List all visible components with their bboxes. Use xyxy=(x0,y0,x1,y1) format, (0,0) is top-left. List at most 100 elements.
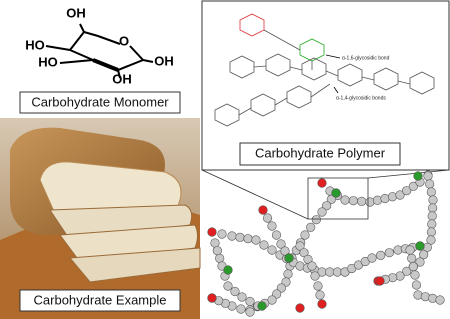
bead xyxy=(427,211,437,221)
bead xyxy=(223,265,233,275)
bead xyxy=(243,234,253,244)
bead xyxy=(411,280,422,290)
bead xyxy=(426,227,437,237)
bead xyxy=(426,187,436,197)
glucose-structure xyxy=(45,23,154,79)
atom-label: HO xyxy=(25,37,45,52)
bead xyxy=(322,201,332,211)
bead xyxy=(367,253,377,263)
polymer-label: Carbohydrate Polymer xyxy=(255,145,386,160)
bead xyxy=(212,246,222,256)
bead xyxy=(331,188,341,198)
bead xyxy=(419,250,429,260)
monomer-label: Carbohydrate Monomer xyxy=(31,94,169,109)
bead xyxy=(295,303,305,313)
bead xyxy=(426,235,436,245)
bead xyxy=(375,276,385,286)
annotation: α-1,4-glycosidic bonds xyxy=(336,95,386,101)
bead xyxy=(313,281,323,291)
bead xyxy=(217,229,227,239)
bead xyxy=(303,254,313,264)
bead xyxy=(299,248,309,258)
bead xyxy=(332,267,342,277)
bead xyxy=(428,203,438,213)
bead xyxy=(317,178,327,188)
bead xyxy=(410,270,420,280)
atom-label: O xyxy=(119,33,129,48)
atom-label: OH xyxy=(66,5,86,20)
bead xyxy=(295,241,305,251)
bead xyxy=(311,215,321,225)
annotation: α-1,6-glycosidic bond xyxy=(342,55,390,61)
atom-label: OH xyxy=(112,71,132,86)
bead xyxy=(395,190,405,200)
bead xyxy=(357,196,367,206)
bead xyxy=(348,196,358,206)
bead xyxy=(300,230,310,240)
bead xyxy=(372,195,383,205)
bead xyxy=(423,171,433,181)
bead xyxy=(267,245,277,255)
bead xyxy=(402,266,412,276)
bead xyxy=(207,293,217,303)
bead xyxy=(257,301,267,311)
bead xyxy=(405,245,415,255)
atom-label: OH xyxy=(154,53,174,68)
bread-photo xyxy=(0,118,201,319)
bead xyxy=(283,269,293,279)
bead xyxy=(306,222,316,232)
zoom-box xyxy=(307,177,369,220)
bead xyxy=(408,181,418,191)
bead xyxy=(215,253,225,263)
zoom-panel xyxy=(201,0,450,171)
polymer-structure xyxy=(214,13,435,127)
bead xyxy=(207,227,217,237)
bead xyxy=(227,231,237,241)
bead xyxy=(230,286,240,297)
bead xyxy=(407,253,417,263)
bead xyxy=(251,235,261,245)
bead xyxy=(415,257,425,267)
bead xyxy=(340,195,350,205)
bead xyxy=(267,221,277,231)
bead xyxy=(307,261,317,271)
polymer-beads xyxy=(207,170,445,317)
bead xyxy=(237,292,247,302)
bead xyxy=(380,193,390,204)
bead xyxy=(262,213,273,223)
bead xyxy=(387,192,398,202)
bead xyxy=(384,248,394,258)
bead xyxy=(428,195,438,205)
bead xyxy=(310,271,320,281)
bead xyxy=(271,230,282,240)
bead xyxy=(276,239,286,249)
bead xyxy=(245,296,255,307)
label-box xyxy=(239,142,401,166)
label-box xyxy=(19,289,181,312)
bead xyxy=(413,171,423,181)
example-label: Carbohydrate Example xyxy=(34,292,167,307)
bead xyxy=(435,295,445,305)
bead xyxy=(325,267,335,277)
bead xyxy=(284,253,294,263)
bead xyxy=(236,304,246,314)
bead xyxy=(315,290,325,300)
atom-label: HO xyxy=(38,54,58,69)
bead xyxy=(425,179,435,189)
bead xyxy=(280,246,290,256)
zoom-indicator xyxy=(201,169,450,220)
bead xyxy=(408,262,418,272)
bead xyxy=(210,238,220,248)
bead xyxy=(235,232,245,242)
label-box xyxy=(19,91,181,114)
bead xyxy=(427,219,437,229)
bead xyxy=(317,207,327,217)
bead xyxy=(402,186,412,196)
bead xyxy=(376,250,386,260)
bead xyxy=(317,299,327,309)
bead xyxy=(259,240,269,250)
bead xyxy=(245,307,255,317)
bead xyxy=(326,194,336,204)
bead xyxy=(365,197,375,207)
